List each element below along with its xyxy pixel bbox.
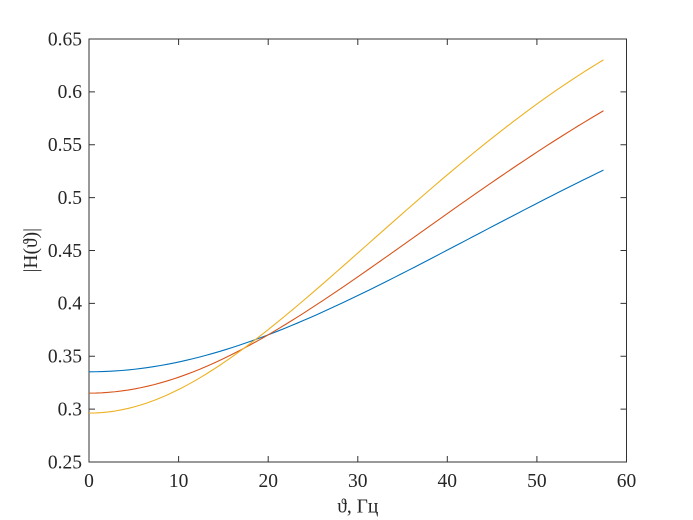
svg-text:0.65: 0.65 — [48, 29, 82, 50]
svg-text:0.35: 0.35 — [48, 347, 82, 368]
svg-text:20: 20 — [258, 471, 278, 492]
svg-text:0.55: 0.55 — [48, 135, 82, 156]
svg-text:|H(ϑ)|: |H(ϑ)| — [21, 228, 42, 273]
svg-text:40: 40 — [438, 471, 458, 492]
svg-text:0.4: 0.4 — [58, 294, 83, 315]
svg-text:0.5: 0.5 — [58, 188, 82, 209]
svg-text:ϑ, Гц: ϑ, Гц — [337, 497, 378, 518]
svg-text:50: 50 — [527, 471, 547, 492]
svg-text:0.3: 0.3 — [58, 399, 82, 420]
svg-text:0.6: 0.6 — [58, 82, 83, 103]
svg-text:0: 0 — [84, 471, 94, 492]
svg-text:60: 60 — [617, 471, 637, 492]
svg-text:10: 10 — [169, 471, 189, 492]
svg-text:0.25: 0.25 — [48, 452, 82, 473]
svg-text:30: 30 — [348, 471, 368, 492]
svg-text:0.45: 0.45 — [48, 241, 82, 262]
